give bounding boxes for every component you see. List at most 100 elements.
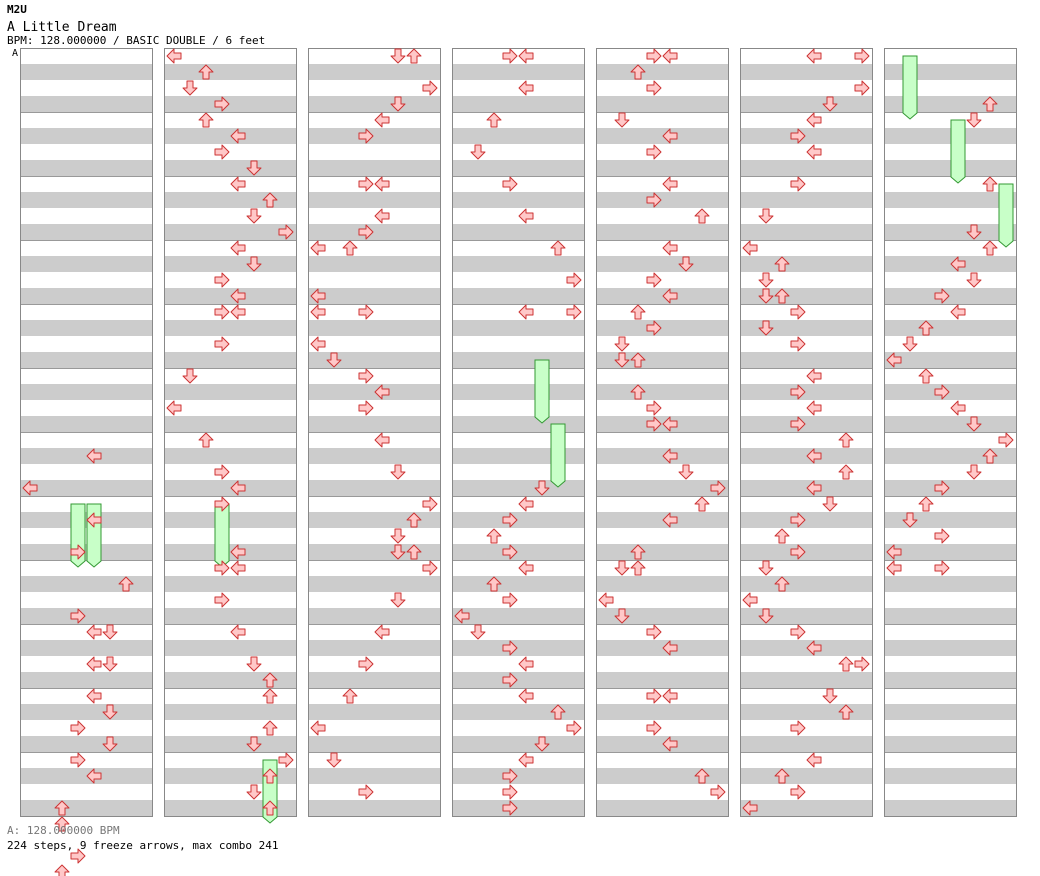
step-arrow <box>662 48 678 64</box>
step-arrow <box>614 560 630 576</box>
step-arrow <box>70 720 86 736</box>
step-arrow <box>278 752 294 768</box>
chart-column <box>884 48 1017 817</box>
step-arrow <box>966 112 982 128</box>
step-arrow <box>886 560 902 576</box>
step-arrow <box>758 560 774 576</box>
step-arrow <box>230 624 246 640</box>
step-arrow <box>934 384 950 400</box>
beat-band <box>740 160 872 176</box>
freeze-arrow <box>214 503 230 568</box>
step-arrow <box>630 352 646 368</box>
beat-band <box>452 128 584 144</box>
beat-band <box>308 736 440 752</box>
step-arrow <box>774 528 790 544</box>
beat-band <box>740 480 872 496</box>
step-arrow <box>886 352 902 368</box>
step-arrow <box>262 192 278 208</box>
step-arrow <box>694 496 710 512</box>
freeze-arrow <box>550 423 566 488</box>
beat-band <box>452 224 584 240</box>
step-arrow <box>646 416 662 432</box>
step-arrow <box>534 480 550 496</box>
step-arrow <box>774 576 790 592</box>
step-arrow <box>390 592 406 608</box>
step-arrow <box>918 496 934 512</box>
step-arrow <box>678 464 694 480</box>
beat-band <box>452 768 584 784</box>
beat-band <box>740 800 872 816</box>
beat-band <box>884 544 1016 560</box>
step-arrow <box>790 784 806 800</box>
beat-band <box>740 608 872 624</box>
step-arrow <box>806 752 822 768</box>
step-arrow <box>806 144 822 160</box>
step-arrow <box>854 48 870 64</box>
beat-band <box>20 512 152 528</box>
step-arrow <box>166 400 182 416</box>
beat-band <box>596 224 728 240</box>
step-arrow <box>198 112 214 128</box>
beat-band <box>308 800 440 816</box>
beat-band <box>740 224 872 240</box>
step-arrow <box>806 400 822 416</box>
step-arrow <box>646 320 662 336</box>
step-arrow <box>630 64 646 80</box>
step-arrow <box>230 288 246 304</box>
beat-band <box>308 576 440 592</box>
step-arrow <box>502 176 518 192</box>
chart-stats: 224 steps, 9 freeze arrows, max combo 24… <box>7 839 279 852</box>
step-arrow <box>230 240 246 256</box>
step-arrow <box>246 784 262 800</box>
step-arrow <box>758 320 774 336</box>
step-arrow <box>790 336 806 352</box>
beat-band <box>164 384 296 400</box>
step-arrow <box>214 464 230 480</box>
step-arrow <box>278 224 294 240</box>
step-arrow <box>614 352 630 368</box>
beat-band <box>884 224 1016 240</box>
beat-band <box>164 544 296 560</box>
step-arrow <box>710 480 726 496</box>
freeze-arrow <box>998 183 1014 248</box>
step-arrow <box>742 592 758 608</box>
step-arrow <box>374 208 390 224</box>
step-arrow <box>214 336 230 352</box>
beat-band <box>884 192 1016 208</box>
freeze-arrow <box>902 55 918 120</box>
step-arrow <box>358 304 374 320</box>
step-arrow <box>518 304 534 320</box>
step-arrow <box>86 448 102 464</box>
column-border <box>884 48 1017 817</box>
step-arrow <box>806 448 822 464</box>
step-arrow <box>966 272 982 288</box>
step-arrow <box>662 736 678 752</box>
step-arrow <box>614 608 630 624</box>
step-arrow <box>230 128 246 144</box>
step-arrow <box>246 736 262 752</box>
step-arrow <box>806 640 822 656</box>
step-arrow <box>566 304 582 320</box>
beat-band <box>884 768 1016 784</box>
step-arrow <box>358 176 374 192</box>
beat-band <box>164 288 296 304</box>
beat-band <box>884 352 1016 368</box>
beat-band <box>596 256 728 272</box>
beat-band <box>884 640 1016 656</box>
step-arrow <box>502 800 518 816</box>
step-arrow <box>694 768 710 784</box>
bpm-legend: A: 128.000000 BPM <box>7 824 120 837</box>
beat-band <box>20 352 152 368</box>
step-arrow <box>950 400 966 416</box>
step-arrow <box>390 544 406 560</box>
step-arrow <box>646 624 662 640</box>
beat-band <box>20 672 152 688</box>
beat-band <box>884 512 1016 528</box>
beat-band <box>164 416 296 432</box>
step-arrow <box>470 624 486 640</box>
step-arrow <box>982 96 998 112</box>
step-arrow <box>630 384 646 400</box>
beat-band <box>596 384 728 400</box>
beat-band <box>452 256 584 272</box>
beat-band <box>308 352 440 368</box>
